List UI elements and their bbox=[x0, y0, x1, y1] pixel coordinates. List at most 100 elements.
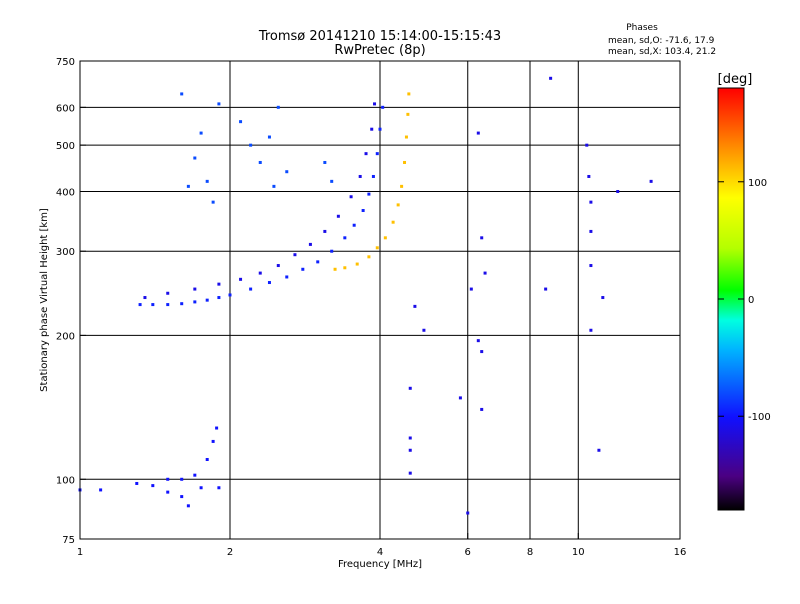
y-tick-label: 400 bbox=[56, 187, 75, 198]
echo-point bbox=[370, 127, 374, 131]
echo-point bbox=[193, 300, 197, 304]
echo-point bbox=[199, 131, 203, 135]
echo-point bbox=[352, 223, 356, 227]
echo-point bbox=[371, 174, 375, 178]
echo-point bbox=[249, 287, 253, 291]
echo-point bbox=[151, 303, 155, 307]
echo-point bbox=[413, 304, 417, 308]
echo-point bbox=[228, 293, 232, 297]
echo-point bbox=[391, 220, 395, 224]
echo-point bbox=[480, 236, 484, 240]
legend-title: Phases bbox=[626, 23, 658, 33]
echo-point bbox=[138, 303, 142, 307]
echo-point bbox=[166, 490, 170, 494]
echo-point bbox=[378, 127, 382, 131]
echo-point bbox=[193, 473, 197, 477]
x-tick-label: 6 bbox=[465, 547, 471, 558]
echo-point bbox=[587, 174, 591, 178]
legend-x-mode: mean, sd,X: 103.4, 21.2 bbox=[608, 47, 716, 57]
echo-point bbox=[367, 255, 371, 259]
colorbar-tick-label: 0 bbox=[748, 295, 754, 306]
echo-point bbox=[330, 179, 334, 183]
y-axis-ticks: 75 100 200 300 400 500 600 750 bbox=[56, 57, 86, 546]
x-axis-label: Frequency [MHz] bbox=[338, 559, 422, 570]
echo-point bbox=[330, 249, 334, 253]
echo-point bbox=[272, 184, 276, 188]
echo-point bbox=[589, 328, 593, 332]
y-tick-label: 600 bbox=[56, 103, 75, 114]
echo-point bbox=[166, 291, 170, 295]
echo-point bbox=[601, 296, 605, 300]
echo-point bbox=[239, 277, 243, 281]
chart-title: Tromsø 20141210 15:14:00-15:15:43 bbox=[258, 29, 501, 44]
echo-point bbox=[205, 457, 209, 461]
grid-lines bbox=[80, 61, 680, 539]
echo-point bbox=[483, 271, 487, 275]
echo-point bbox=[480, 407, 484, 411]
echo-point bbox=[336, 214, 340, 218]
echo-point bbox=[375, 246, 379, 250]
echo-point bbox=[316, 260, 320, 264]
echo-point bbox=[193, 287, 197, 291]
colorbar-tick-label: -100 bbox=[748, 412, 771, 423]
echo-point bbox=[267, 281, 271, 285]
echo-point bbox=[323, 160, 327, 164]
echo-point bbox=[301, 267, 305, 271]
y-tick-label: 500 bbox=[56, 141, 75, 152]
echo-point bbox=[406, 112, 410, 116]
x-axis-ticks: 1 2 4 6 8 10 16 bbox=[77, 533, 687, 558]
echo-point bbox=[422, 328, 426, 332]
echo-point bbox=[480, 350, 484, 354]
echo-point bbox=[589, 200, 593, 204]
echo-point bbox=[239, 120, 243, 124]
y-tick-label: 300 bbox=[56, 247, 75, 258]
echo-point bbox=[199, 486, 203, 490]
x-tick-label: 16 bbox=[674, 547, 687, 558]
echo-point bbox=[217, 486, 221, 490]
y-axis-label: Stationary phase Virtual Height [km] bbox=[39, 208, 50, 392]
echo-point bbox=[476, 339, 480, 343]
echo-point bbox=[476, 131, 480, 135]
x-tick-label: 1 bbox=[77, 547, 83, 558]
x-tick-label: 8 bbox=[527, 547, 533, 558]
y-tick-label: 750 bbox=[56, 57, 75, 68]
echo-point bbox=[180, 92, 184, 96]
echo-points bbox=[78, 76, 653, 515]
echo-point bbox=[408, 436, 412, 440]
echo-point bbox=[249, 143, 253, 147]
legend-o-mode: mean, sd,O: -71.6, 17.9 bbox=[608, 36, 715, 46]
x-tick-label: 10 bbox=[572, 547, 585, 558]
echo-point bbox=[358, 174, 362, 178]
echo-point bbox=[217, 102, 221, 106]
echo-point bbox=[364, 152, 368, 156]
echo-point bbox=[205, 298, 209, 302]
echo-point bbox=[258, 160, 262, 164]
echo-point bbox=[267, 135, 271, 139]
echo-point bbox=[466, 511, 470, 515]
echo-point bbox=[293, 253, 297, 257]
echo-point bbox=[276, 105, 280, 109]
echo-point bbox=[215, 426, 219, 430]
echo-point bbox=[458, 396, 462, 400]
echo-point bbox=[151, 484, 155, 488]
echo-point bbox=[143, 296, 147, 300]
echo-point bbox=[408, 448, 412, 452]
echo-point bbox=[343, 236, 347, 240]
echo-point bbox=[549, 76, 553, 80]
echo-point bbox=[375, 152, 379, 156]
echo-point bbox=[186, 504, 190, 508]
x-tick-label: 4 bbox=[377, 547, 383, 558]
echo-point bbox=[343, 266, 347, 270]
x-tick-label: 2 bbox=[227, 547, 233, 558]
echo-point bbox=[180, 477, 184, 481]
echo-point bbox=[408, 386, 412, 390]
colorbar-ticks: 100 0 -100 bbox=[718, 178, 771, 423]
colorbar-label: [deg] bbox=[718, 72, 753, 87]
echo-point bbox=[276, 264, 280, 268]
echo-point bbox=[211, 439, 215, 443]
echo-point bbox=[217, 296, 221, 300]
echo-point bbox=[400, 184, 404, 188]
echo-point bbox=[589, 229, 593, 233]
